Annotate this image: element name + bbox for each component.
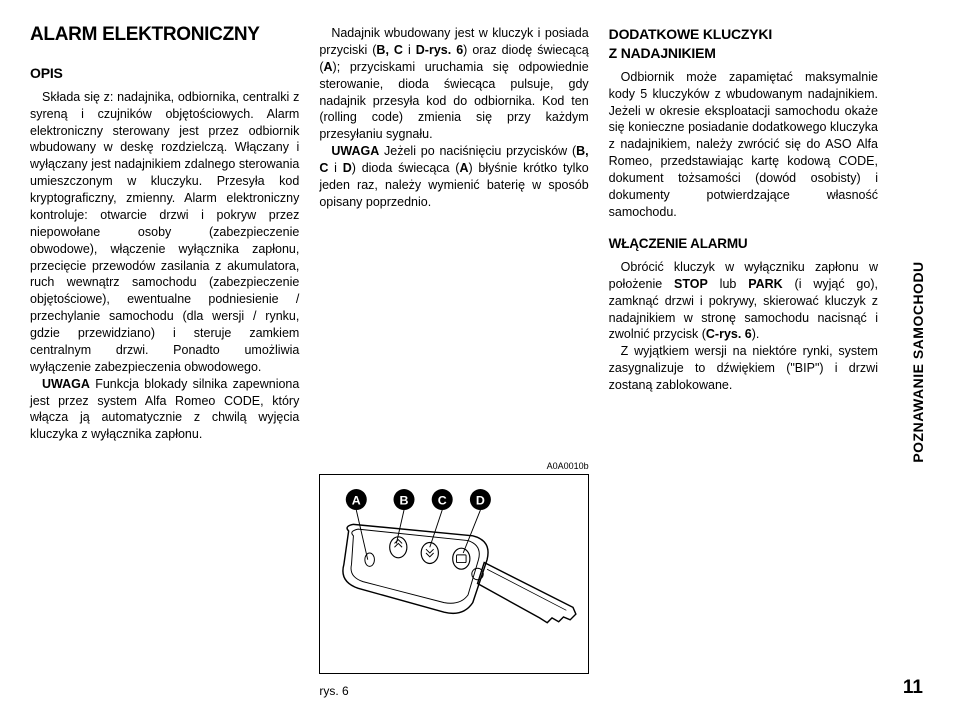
bold-a: A: [324, 60, 333, 74]
figure-6: A0A0010b A B C D: [319, 460, 588, 699]
bold-drys6: D-rys. 6: [416, 43, 463, 57]
bold-park: PARK: [748, 277, 783, 291]
main-title: ALARM ELEKTRONICZNY: [30, 25, 299, 46]
page-layout: ALARM ELEKTRONICZNY OPIS Składa się z: n…: [30, 25, 924, 699]
bip-paragraph: Z wyjątkiem wersji na niektóre rynki, sy…: [609, 343, 878, 394]
section-wlaczenie: WŁĄCZENIE ALARMU: [609, 235, 878, 253]
nadajnik-paragraph: Nadajnik wbudowany jest w kluczyk i posi…: [319, 25, 588, 143]
key-diagram: A B C D: [319, 474, 588, 674]
label-a: A: [352, 493, 361, 507]
bold-crys6: C-rys. 6: [706, 327, 752, 341]
bold-stop: STOP: [674, 277, 708, 291]
dodatkowe-paragraph: Odbiornik może zapamiętać maksymalnie ko…: [609, 69, 878, 221]
opis-paragraph: Składa się z: nadajnika, odbiornika, cen…: [30, 89, 299, 376]
text-part: i: [328, 161, 342, 175]
wlaczenie-paragraph: Obrócić kluczyk w wyłączniku zapłonu w p…: [609, 259, 878, 343]
section-dodatkowe: DODATKOWE KLUCZYKI Z NADAJNIKIEM: [609, 25, 878, 63]
uwaga-label: UWAGA: [331, 144, 379, 158]
label-b: B: [400, 493, 409, 507]
column-3: DODATKOWE KLUCZYKI Z NADAJNIKIEM Odbiorn…: [609, 25, 878, 699]
column-1: ALARM ELEKTRONICZNY OPIS Składa się z: n…: [30, 25, 299, 699]
label-d: D: [476, 493, 485, 507]
h2-line2: Z NADAJNIKIEM: [609, 45, 716, 61]
bold-d: D: [343, 161, 352, 175]
column-2: Nadajnik wbudowany jest w kluczyk i posi…: [319, 25, 588, 699]
page-number: 11: [903, 677, 923, 699]
uwaga-paragraph-2: UWAGA Jeżeli po naciśnięciu przycisków (…: [319, 143, 588, 211]
section-tab-label: POZNAWANIE SAMOCHODU: [910, 261, 926, 462]
text-part: Jeżeli po naciśnięciu przycisków (: [379, 144, 576, 158]
figure-code: A0A0010b: [319, 460, 588, 472]
uwaga-label: UWAGA: [42, 377, 90, 391]
section-opis: OPIS: [30, 64, 299, 83]
text-part: lub: [708, 277, 748, 291]
text-part: i: [403, 43, 416, 57]
label-c: C: [438, 493, 447, 507]
text-part: ); przyciskami uruchamia się odpowiednie…: [319, 60, 588, 142]
text-part: ).: [752, 327, 760, 341]
bold-bc: B, C: [376, 43, 403, 57]
h2-line1: DODATKOWE KLUCZYKI: [609, 26, 772, 42]
side-column: POZNAWANIE SAMOCHODU 11: [898, 25, 924, 699]
uwaga-paragraph-1: UWAGA Funkcja blokady silnika zapewniona…: [30, 376, 299, 444]
figure-caption: rys. 6: [319, 683, 588, 699]
text-part: ) dioda świecąca (: [352, 161, 460, 175]
